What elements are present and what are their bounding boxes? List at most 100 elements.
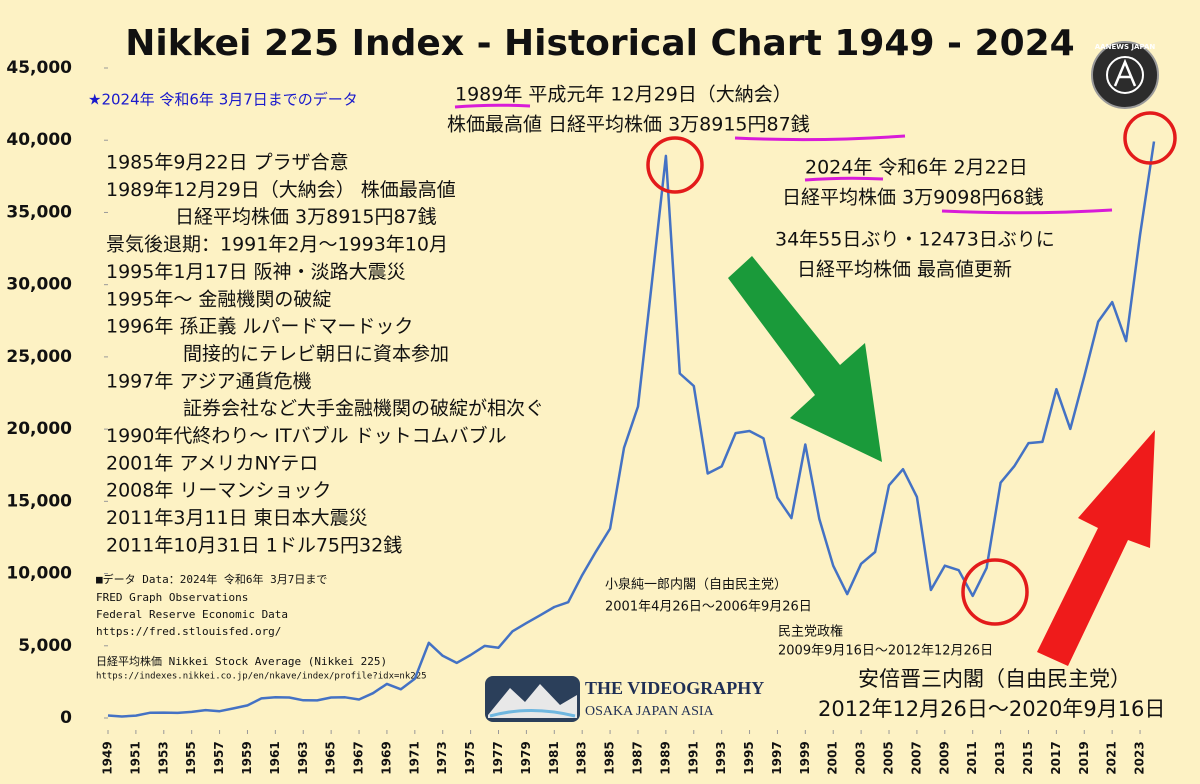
plot: 0 5,000 10,000 15,000 20,000 25,000 30,000 35,0… [6, 58, 1156, 775]
x-tick-label: 2015 [1021, 741, 1035, 774]
annotation: 34年55日ぶり・12473日ぶりに [775, 229, 1055, 251]
event-text: 2001年 アメリカNYテロ [106, 452, 318, 474]
event-text: 1995年～ 金融機関の破綻 [106, 288, 331, 310]
x-tick-label: 2005 [882, 741, 896, 774]
logo-text: OSAKA JAPAN ASIA [585, 704, 715, 719]
highlight-circles [646, 111, 1177, 626]
highlight-circle [1123, 111, 1177, 165]
annotation: 日経平均株価 最高値更新 [797, 259, 1012, 281]
event-text: 証券会社など大手金融機関の破綻が相次ぐ [183, 398, 544, 420]
x-tick-label: 1965 [324, 741, 338, 774]
x-tick-label: 1951 [128, 741, 142, 774]
x-tick-label: 1987 [630, 741, 644, 774]
annotation: 2009年9月16日～2012年12月26日 [778, 644, 993, 659]
event-text: 2011年10月31日 1ドル75円32銭 [106, 534, 402, 556]
highlight-circle [646, 136, 704, 194]
x-tick-label: 1961 [268, 741, 282, 774]
y-tick-label: 30,000 [6, 275, 72, 295]
y-tick-label: 45,000 [6, 58, 72, 78]
source-text: ■データ Data：2024年 令和6年 3月7日まで [96, 572, 327, 586]
annotation: 2001年4月26日～2006年9月26日 [605, 600, 812, 615]
x-tick-label: 1989 [658, 741, 672, 774]
x-tick-label: 1993 [714, 741, 728, 774]
event-text: 1985年9月22日 プラザ合意 [106, 152, 349, 174]
source-text: FRED Graph Observations [96, 591, 248, 604]
annotation: 2024年 令和6年 2月22日 [805, 157, 1028, 179]
x-tick-label: 2021 [1105, 741, 1119, 774]
badge [1091, 41, 1159, 109]
event-text: 1997年 アジア通貨危機 [106, 370, 312, 392]
highlight-circle [961, 558, 1029, 626]
annotation: 小泉純一郎内閣（自由民主党） [605, 577, 787, 593]
y-tick-label: 10,000 [6, 564, 72, 584]
x-tick-label: 1959 [240, 741, 254, 774]
annotation: 日経平均株価 3万9098円68銭 [782, 187, 1044, 209]
x-tick-label: 1963 [296, 741, 310, 774]
badge-glyph [1113, 58, 1137, 87]
x-tick-label: 1975 [463, 741, 477, 774]
annotation: 2012年12月26日～2020年9月16日 [818, 697, 1165, 721]
annotation: 安倍晋三内閣（自由民主党） [858, 667, 1131, 691]
x-tick-label: 2013 [993, 741, 1007, 774]
annotations: 1989年 平成元年 12月29日（大納会） 株価最高値 日経平均株価 3万89… [447, 84, 1165, 722]
x-tick-label: 2007 [909, 741, 923, 774]
logo-river [489, 709, 576, 718]
arrows [728, 256, 1155, 666]
source-text: Federal Reserve Economic Data [96, 608, 288, 621]
x-tick-label: 1991 [686, 741, 700, 774]
x-tick-label: 1981 [547, 741, 561, 774]
x-tick-label: 2019 [1077, 741, 1091, 774]
y-tick-label: 25,000 [6, 347, 72, 367]
x-tick-label: 2003 [854, 741, 868, 774]
x-tick-label: 1969 [379, 741, 393, 774]
chart-title: Nikkei 225 Index - Historical Chart 1949… [125, 23, 1074, 64]
x-tick-label: 2001 [826, 741, 840, 774]
y-tick-label: 5,000 [18, 636, 72, 656]
underline [734, 134, 906, 142]
event-text: 2008年 リーマンショック [106, 480, 331, 502]
event-text: 日経平均株価 3万8915円87銭 [175, 206, 437, 228]
green-arrow [728, 256, 882, 462]
source-text: https://fred.stlouisfed.org/ [96, 625, 281, 638]
event-text: 景気後退期：1991年2月～1993年10月 [106, 234, 448, 256]
x-tick-label: 1957 [212, 741, 226, 774]
y-tick-label: 40,000 [6, 130, 72, 150]
badge-text: AANEWS JAPAN [1095, 43, 1156, 51]
event-text: 1995年1月17日 阪神・淡路大震災 [106, 261, 406, 283]
underlines [454, 103, 1113, 215]
annotation: 株価最高値 日経平均株価 3万8915円87銭 [447, 114, 810, 136]
source-text: 日経平均株価 Nikkei Stock Average (Nikkei 225) [96, 654, 387, 668]
event-text: 1996年 孫正義 ルパードマードック [106, 316, 413, 338]
x-tick-label: 2017 [1049, 741, 1063, 774]
logo-text: THE VIDEOGRAPHY [585, 678, 764, 698]
x-tick-label: 1973 [435, 741, 449, 774]
x-tick-label: 2011 [965, 741, 979, 774]
x-tick-label: 1997 [770, 741, 784, 774]
y-tick-label: 0 [60, 708, 72, 728]
index-line [107, 141, 1156, 718]
event-text: 2011年3月11日 東日本大震災 [106, 507, 368, 529]
event-text: 1990年代終わり～ ITバブル ドットコムバブル [106, 424, 507, 447]
badge-ring [1106, 56, 1144, 94]
x-tick-label: 1979 [519, 741, 533, 774]
y-tick-label: 35,000 [6, 202, 72, 222]
underline [454, 103, 531, 109]
data-note: ★2024年 令和6年 3月7日までのデータ [88, 91, 358, 109]
logo: THE VIDEOGRAPHY OSAKA JAPAN ASIA AANEWS … [485, 41, 1159, 722]
x-tick-label: 1985 [603, 741, 617, 774]
x-tick-label: 1983 [575, 741, 589, 774]
logo-mountains [488, 684, 577, 718]
x-tick-label: 1967 [352, 741, 366, 774]
x-tick-label: 1977 [491, 741, 505, 774]
x-tick-label: 1971 [407, 741, 421, 774]
event-text: 1989年12月29日（大納会） 株価最高値 [106, 179, 456, 201]
underline [804, 176, 884, 182]
x-tick-label: 1999 [798, 741, 812, 774]
x-tick-label: 1949 [101, 741, 115, 774]
y-tick-label: 20,000 [6, 419, 72, 439]
x-tick-label: 2009 [937, 741, 951, 774]
y-tick-label: 15,000 [6, 491, 72, 511]
event-text: 間接的にテレビ朝日に資本参加 [183, 343, 449, 365]
